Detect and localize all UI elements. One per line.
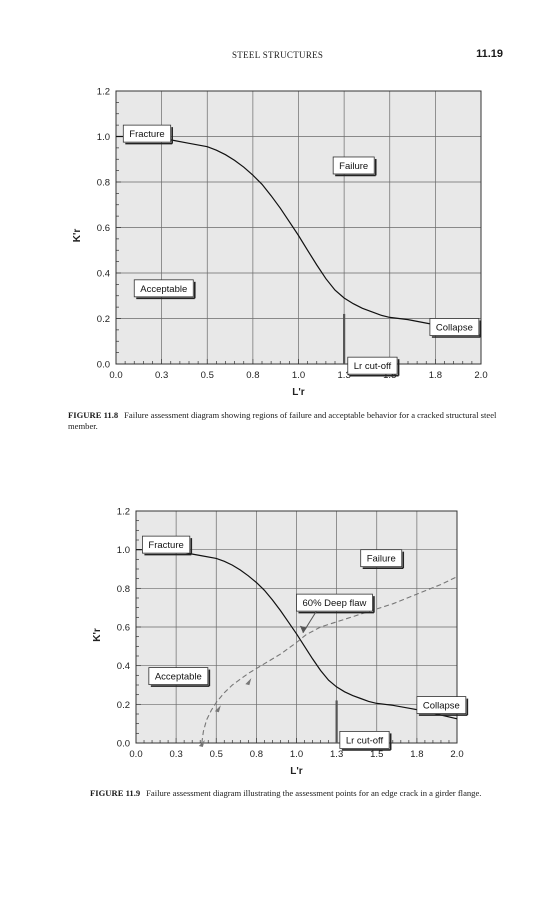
x-tick-label: 0.3	[155, 370, 168, 381]
annotation-label: Acceptable	[140, 284, 187, 295]
figure-label: FIGURE 11.8	[68, 410, 119, 420]
x-tick-label: 1.0	[292, 370, 305, 381]
x-tick-label: 0.0	[109, 370, 122, 381]
page-number: 11.19	[476, 48, 503, 60]
x-tick-label: 2.0	[474, 370, 487, 381]
annotation-label: Collapse	[436, 323, 473, 334]
x-tick-label: 1.8	[429, 370, 442, 381]
figure-caption-text: Failure assessment diagram showing regio…	[68, 410, 497, 431]
annotation-label: Fracture	[129, 129, 164, 140]
figure-caption-11-9: FIGURE 11.9 Failure assessment diagram il…	[90, 788, 520, 799]
x-tick-label: 0.5	[201, 370, 214, 381]
annotation-box	[133, 279, 194, 298]
y-tick-label: 0.0	[97, 360, 110, 371]
y-tick-label: 0.6	[97, 223, 110, 234]
annotation-box	[122, 124, 172, 143]
y-axis-label: K'r	[72, 229, 83, 243]
figure-caption-text: Failure assessment diagram illustrating …	[146, 788, 482, 798]
annotation-box	[332, 156, 375, 175]
annotation-box	[347, 356, 398, 375]
y-tick-label: 0.4	[97, 269, 110, 280]
y-tick-label: 0.2	[97, 314, 110, 325]
y-tick-label: 0.8	[97, 178, 110, 189]
y-tick-label: 1.0	[97, 132, 110, 143]
chart-1-group: 0.00.30.50.81.01.31.51.82.00.00.20.40.60…	[72, 87, 488, 399]
y-tick-label: 1.2	[97, 87, 110, 98]
x-tick-label: 1.3	[338, 370, 351, 381]
annotation-label: Lr cut-off	[354, 361, 392, 372]
annotation-label: Failure	[339, 161, 368, 172]
failure-curve-line	[116, 135, 482, 337]
x-tick-label: 0.8	[246, 370, 259, 381]
figure-label: FIGURE 11.9	[90, 788, 141, 798]
figure-caption-11-8: FIGURE 11.8 Failure assessment diagram sh…	[68, 410, 498, 432]
annotation-box	[429, 318, 480, 336]
running-head: STEEL STRUCTURES	[232, 50, 324, 60]
x-axis-label: L'r	[292, 387, 304, 398]
